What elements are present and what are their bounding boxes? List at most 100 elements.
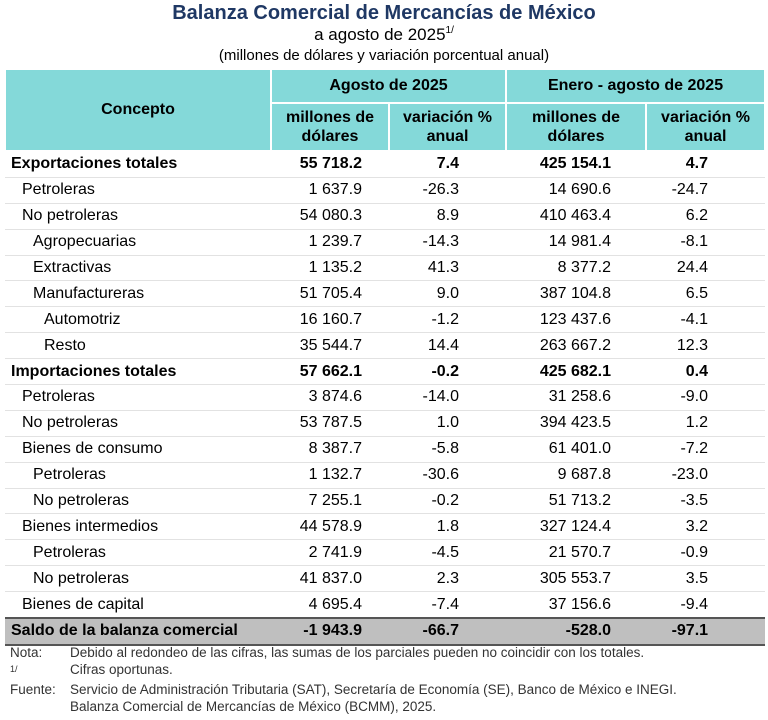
units: (millones de dólares y variación porcent… [218,47,550,64]
value-cell: 21 570.7 [506,539,647,567]
value-cell: -23.0 [646,462,766,489]
value-cell: 6.2 [646,203,766,230]
note-label: 1/ [10,664,18,674]
concept-cell: Automotriz [5,306,271,334]
table-row: Petroleras 3 874.6 -14.0 31 258.6 -9.0 [5,384,766,411]
value-cell: -1 943.9 [271,617,389,646]
table-row: Petroleras 2 741.9 -4.5 21 570.7 -0.9 [5,539,766,567]
concept-cell: Extractivas [5,255,271,282]
value-cell: 53 787.5 [271,410,389,437]
table-row: Bienes de capital 4 695.4 -7.4 37 156.6 -9.4 [5,591,766,619]
subtitle: a agosto de 20251/ [0,25,768,45]
value-cell: 51 705.4 [271,280,389,308]
table-row: Agropecuarias 1 239.7 -14.3 14 981.4 -8.1 [5,229,766,256]
table-row: Resto 35 544.7 14.4 263 667.2 12.3 [5,332,766,360]
concept-cell: No petroleras [5,565,271,593]
value-cell: -3.5 [646,488,766,515]
concept-cell: Bienes de capital [5,591,271,619]
value-cell: -4.5 [389,539,507,567]
value-cell: 14 690.6 [506,177,647,204]
value-cell: 1.0 [389,410,507,437]
value-cell: 305 553.7 [506,565,647,593]
concept-cell: No petroleras [5,203,271,230]
concept-cell: Resto [5,332,271,360]
value-cell: 54 080.3 [271,203,389,230]
value-cell: 4 695.4 [271,591,389,619]
note: Balanza Comercial de Mercancías de Méxic… [10,698,766,715]
table-row: No petroleras 41 837.0 2.3 305 553.7 3.5 [5,565,766,593]
concept-cell: Petroleras [5,177,271,204]
value-cell: 41 837.0 [271,565,389,593]
value-cell: 1 135.2 [271,255,389,282]
table-row: Extractivas 1 135.2 41.3 8 377.2 24.4 [5,255,766,282]
value-cell: 3 874.6 [271,384,389,411]
value-cell: -14.3 [389,229,507,256]
concept-cell: Petroleras [5,384,271,411]
value-cell: 57 662.1 [271,358,389,386]
title: Balanza Comercial de Mercancías de Méxic… [172,2,596,24]
value-cell: 7.4 [389,151,507,178]
value-cell: 24.4 [646,255,766,282]
concept-cell: Importaciones totales [5,358,271,386]
value-cell: -0.2 [389,488,507,515]
table-row: Bienes intermedios 44 578.9 1.8 327 124.4 3.… [5,513,766,541]
value-cell: 9.0 [389,280,507,308]
value-cell: -30.6 [389,462,507,489]
table-row: Exportaciones totales 55 718.2 7.4 425 154.… [5,151,766,178]
subheader-text: millones de dólares [532,109,621,145]
value-cell: 387 104.8 [506,280,647,308]
value-cell: 425 682.1 [506,358,647,386]
value-cell: 12.3 [646,332,766,360]
subheader: millones de dólares [505,102,648,152]
value-cell: 8 387.7 [271,436,389,463]
note-label [10,698,70,715]
table-row: Manufactureras 51 705.4 9.0 387 104.8 6.5 [5,280,766,308]
value-cell: 2.3 [389,565,507,593]
concept-cell: No petroleras [5,488,271,515]
table-row: No petroleras 7 255.1 -0.2 51 713.2 -3.5 [5,488,766,515]
value-cell: -26.3 [389,177,507,204]
value-cell: 327 124.4 [506,513,647,541]
value-cell: 1 132.7 [271,462,389,489]
value-cell: 1.8 [389,513,507,541]
value-cell: 8 377.2 [506,255,647,282]
note-text: Servicio de Administración Tributaria (S… [70,682,677,697]
value-cell: -0.2 [389,358,507,386]
value-cell: 123 437.6 [506,306,647,334]
concept-cell: Petroleras [5,539,271,567]
value-cell: 44 578.9 [271,513,389,541]
value-cell: -24.7 [646,177,766,204]
concept-header: Concepto [4,68,272,152]
value-cell: 394 423.5 [506,410,647,437]
value-cell: 35 544.7 [271,332,389,360]
note-text: Cifras oportunas. [70,662,173,677]
value-cell: -4.1 [646,306,766,334]
note-label: Fuente: [10,682,56,697]
value-cell: -0.9 [646,539,766,567]
value-cell: 263 667.2 [506,332,647,360]
notes: Nota: Debido al redondeo de las cifras, l… [10,644,766,715]
value-cell: 14.4 [389,332,507,360]
trade-table: Concepto Agosto de 2025 Enero - agosto d… [4,68,767,646]
table-body: Exportaciones totales 55 718.2 7.4 425 154.… [5,151,766,646]
value-cell: 1 637.9 [271,177,389,204]
concept-cell: No petroleras [5,410,271,437]
concept-cell: Petroleras [5,462,271,489]
note: 1/Cifras oportunas. [10,661,766,678]
value-cell: 3.2 [646,513,766,541]
subheader: variación % anual [387,102,508,152]
group-header: Enero - agosto de 2025 [505,68,767,104]
value-cell: 1 239.7 [271,229,389,256]
value-cell: 7 255.1 [271,488,389,515]
subtitle-note: 1/ [445,25,454,36]
value-cell: 55 718.2 [271,151,389,178]
table-row: Importaciones totales 57 662.1 -0.2 425 682… [5,358,766,386]
table-row: Bienes de consumo 8 387.7 -5.8 61 401.0 -7.2 [5,436,766,463]
concept-cell: Manufactureras [5,280,271,308]
concept-cell: Exportaciones totales [5,151,271,178]
subheader-text: variación % anual [661,109,750,145]
subtitle-text: a agosto de 2025 [314,25,446,44]
value-cell: 51 713.2 [506,488,647,515]
table-row: Saldo de la balanza comercial -1 943.9 -66… [5,617,766,646]
